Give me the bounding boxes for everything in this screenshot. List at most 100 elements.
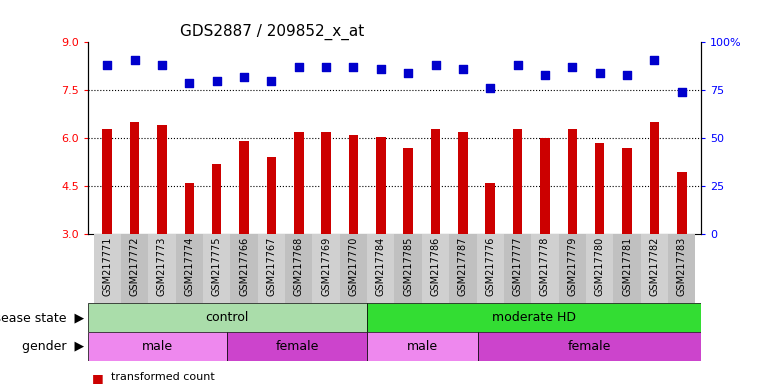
Bar: [532, 234, 558, 303]
Text: GSM217784: GSM217784: [376, 236, 386, 296]
Point: [648, 56, 660, 63]
Point: [238, 74, 250, 80]
Bar: [476, 234, 504, 303]
Bar: [239, 141, 249, 234]
Bar: [321, 132, 331, 234]
Point: [484, 85, 496, 91]
Bar: [622, 148, 632, 234]
Point: [594, 70, 606, 76]
Bar: [285, 234, 313, 303]
Text: GSM217776: GSM217776: [485, 236, 496, 296]
Bar: [313, 234, 340, 303]
Bar: [512, 129, 522, 234]
Bar: [88, 303, 367, 332]
Text: GSM217779: GSM217779: [568, 236, 578, 296]
Bar: [103, 129, 112, 234]
Bar: [568, 129, 577, 234]
Bar: [257, 234, 285, 303]
Text: GSM217785: GSM217785: [403, 236, 413, 296]
Bar: [367, 303, 701, 332]
Bar: [540, 138, 550, 234]
Text: GSM217787: GSM217787: [458, 236, 468, 296]
Point: [320, 64, 332, 70]
Bar: [449, 234, 476, 303]
Bar: [640, 234, 668, 303]
Text: GDS2887 / 209852_x_at: GDS2887 / 209852_x_at: [180, 24, 365, 40]
Bar: [376, 137, 385, 234]
Text: GSM217771: GSM217771: [102, 236, 113, 296]
Bar: [367, 234, 394, 303]
Text: GSM217777: GSM217777: [512, 236, 522, 296]
Bar: [228, 332, 367, 361]
Bar: [267, 157, 277, 234]
Text: moderate HD: moderate HD: [492, 311, 576, 324]
Bar: [121, 234, 149, 303]
Text: male: male: [407, 340, 438, 353]
Text: GSM217768: GSM217768: [293, 236, 304, 296]
Point: [457, 66, 469, 72]
Bar: [203, 234, 231, 303]
Point: [430, 62, 442, 68]
Bar: [404, 148, 413, 234]
Point: [265, 78, 277, 84]
Point: [402, 70, 414, 76]
Text: GSM217766: GSM217766: [239, 236, 249, 296]
Point: [676, 89, 688, 95]
Text: GSM217773: GSM217773: [157, 236, 167, 296]
Bar: [595, 143, 604, 234]
Point: [621, 72, 633, 78]
Point: [538, 72, 551, 78]
Text: disease state  ▶: disease state ▶: [0, 311, 84, 324]
Bar: [349, 135, 358, 234]
Text: ■: ■: [92, 372, 103, 384]
Bar: [88, 332, 228, 361]
Text: female: female: [275, 340, 319, 353]
Bar: [93, 234, 121, 303]
Point: [293, 64, 305, 70]
Text: GSM217783: GSM217783: [676, 236, 687, 296]
Bar: [231, 234, 257, 303]
Text: GSM217775: GSM217775: [211, 236, 221, 296]
Text: transformed count: transformed count: [111, 372, 214, 382]
Point: [566, 64, 578, 70]
Bar: [340, 234, 367, 303]
Text: gender  ▶: gender ▶: [22, 340, 84, 353]
Text: GSM217774: GSM217774: [185, 236, 195, 296]
Bar: [157, 126, 167, 234]
Bar: [677, 172, 686, 234]
Bar: [486, 183, 495, 234]
Text: GSM217782: GSM217782: [650, 236, 660, 296]
Point: [211, 78, 223, 84]
Bar: [586, 234, 614, 303]
Point: [129, 56, 141, 63]
Bar: [367, 332, 478, 361]
Bar: [185, 183, 194, 234]
Text: GSM217767: GSM217767: [267, 236, 277, 296]
Text: GSM217770: GSM217770: [349, 236, 358, 296]
Bar: [650, 122, 660, 234]
Text: GSM217778: GSM217778: [540, 236, 550, 296]
Text: GSM217772: GSM217772: [129, 236, 139, 296]
Point: [347, 64, 359, 70]
Text: GSM217781: GSM217781: [622, 236, 632, 296]
Bar: [430, 129, 440, 234]
Bar: [129, 122, 139, 234]
Text: GSM217780: GSM217780: [594, 236, 604, 296]
Text: female: female: [568, 340, 611, 353]
Bar: [422, 234, 449, 303]
Text: GSM217786: GSM217786: [430, 236, 440, 296]
Point: [183, 79, 195, 86]
Bar: [149, 234, 175, 303]
Bar: [478, 332, 701, 361]
Bar: [175, 234, 203, 303]
Bar: [394, 234, 422, 303]
Point: [155, 62, 168, 68]
Bar: [212, 164, 221, 234]
Bar: [668, 234, 696, 303]
Point: [375, 66, 387, 72]
Bar: [294, 132, 303, 234]
Bar: [504, 234, 532, 303]
Text: male: male: [142, 340, 173, 353]
Bar: [614, 234, 640, 303]
Text: control: control: [206, 311, 249, 324]
